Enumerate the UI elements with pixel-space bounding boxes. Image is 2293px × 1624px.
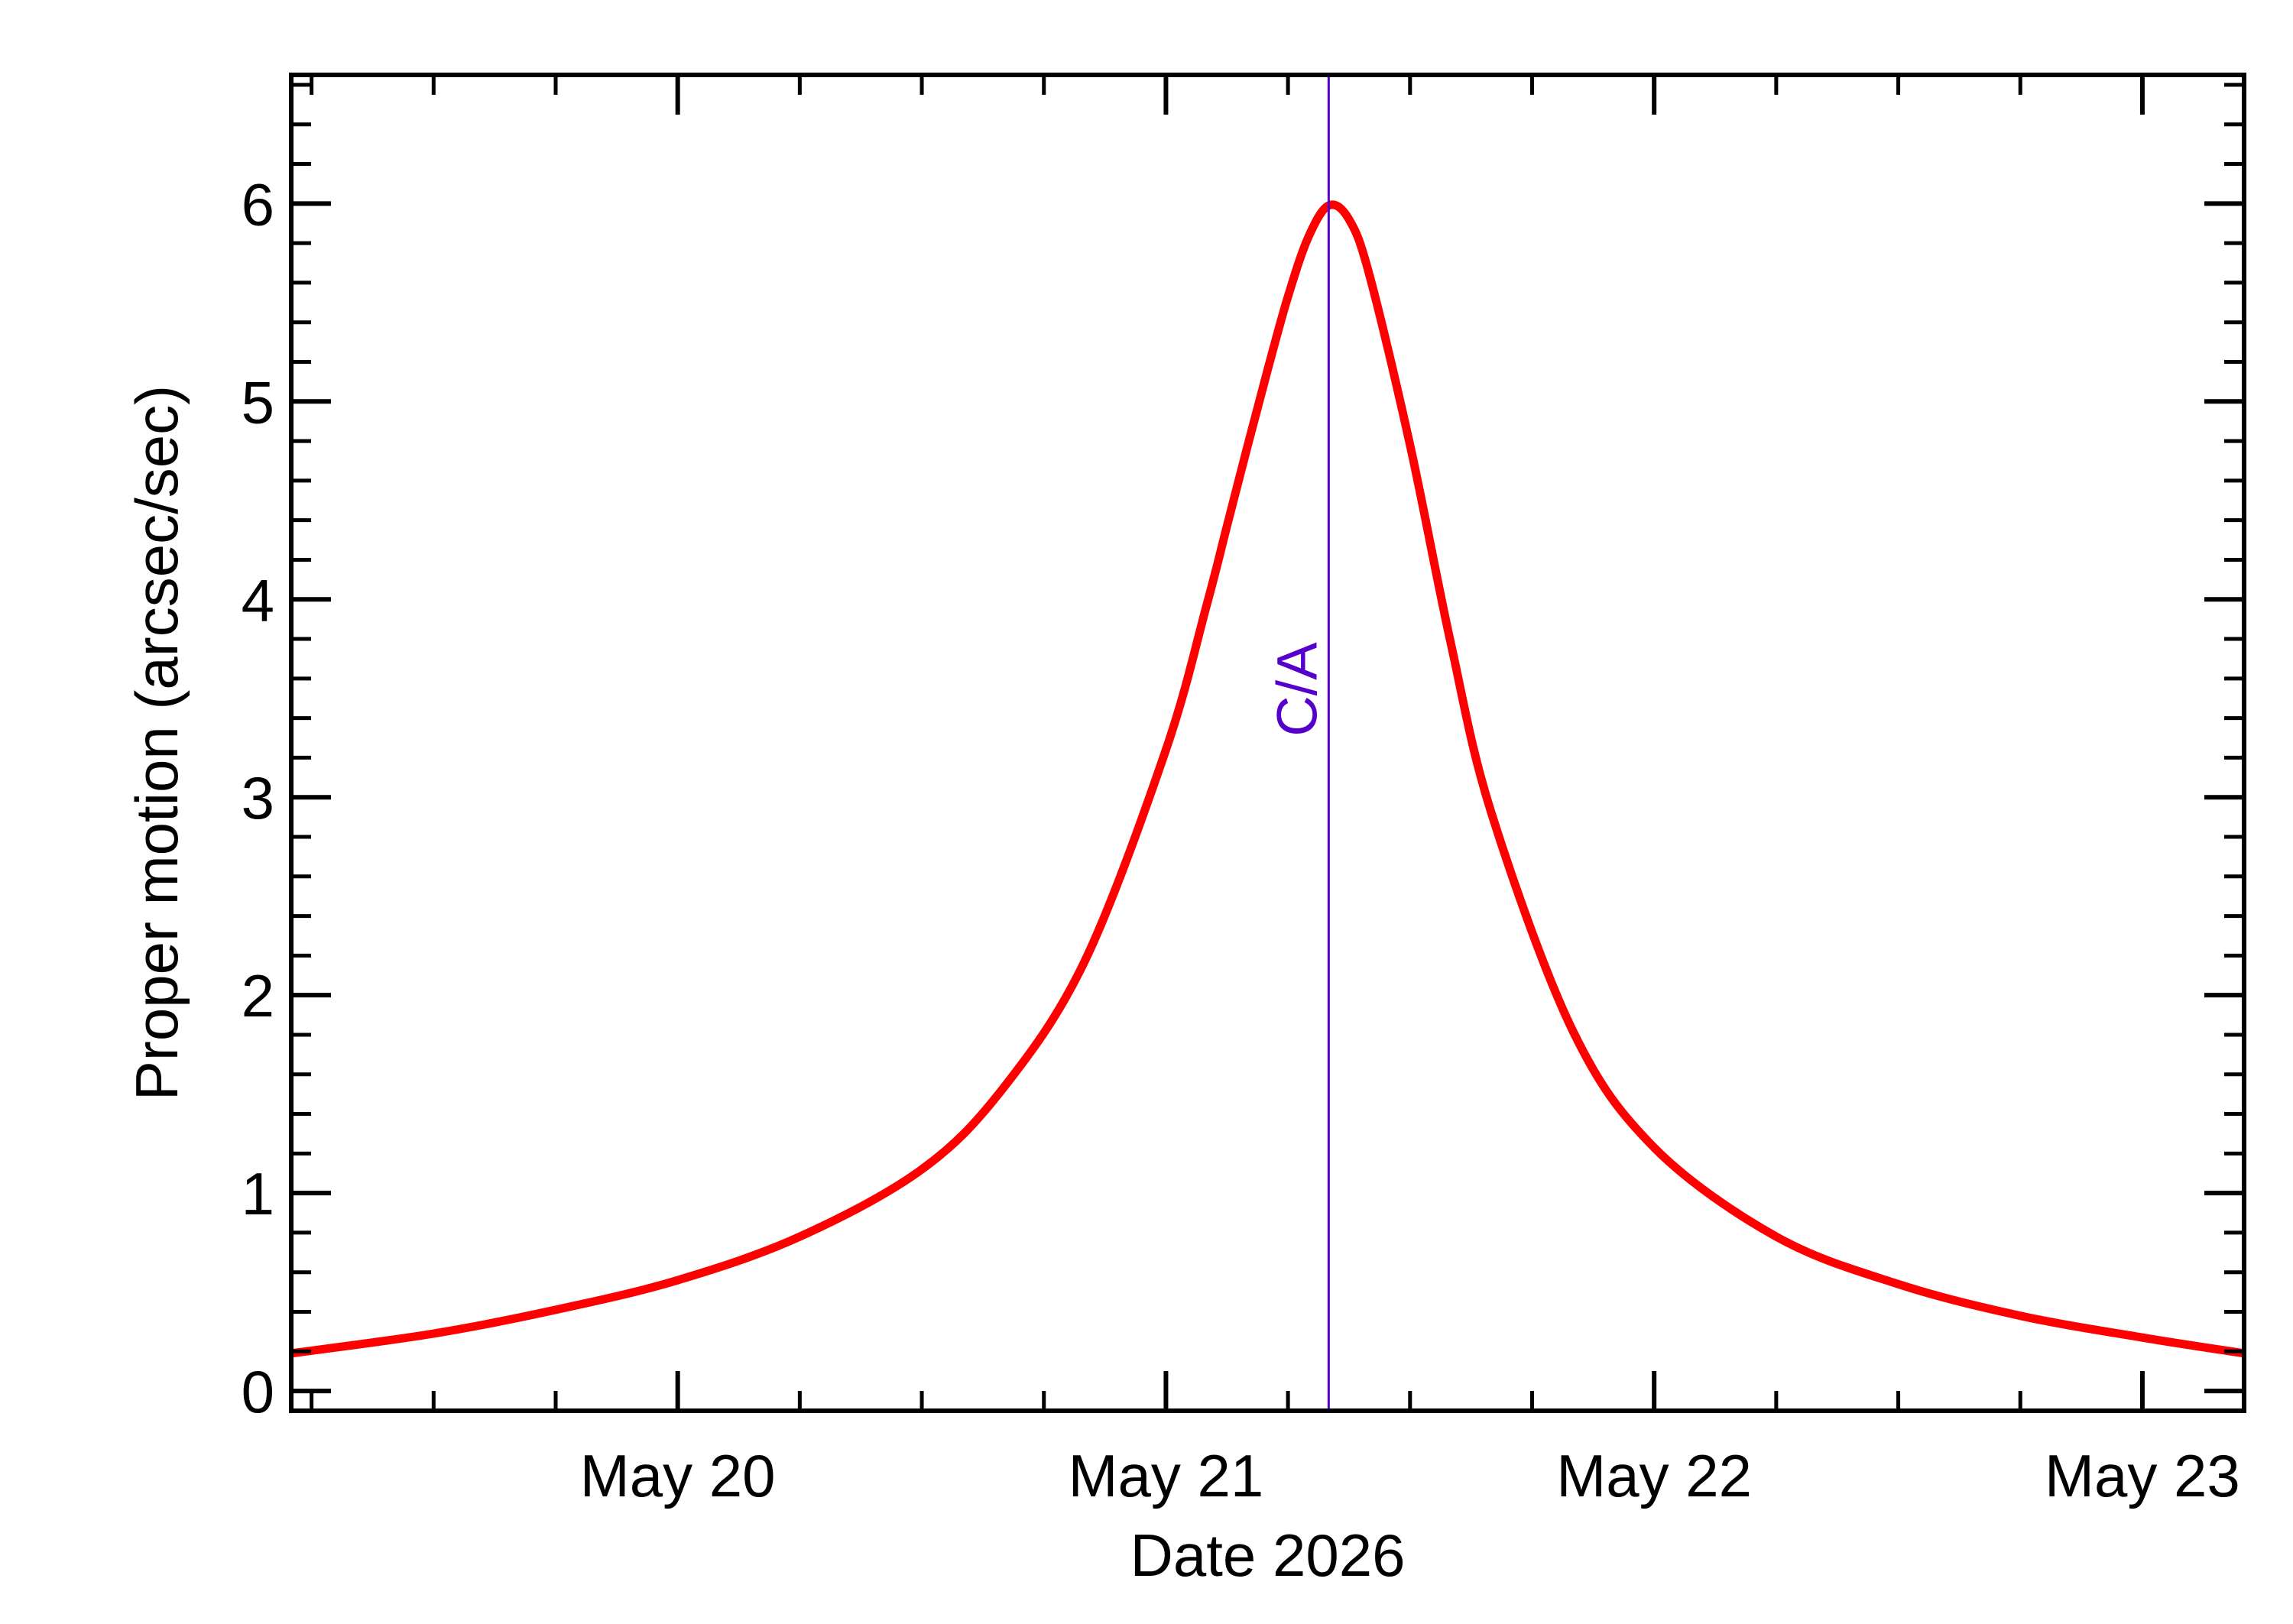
y-tick-label: 3 xyxy=(242,764,274,831)
y-tick-label: 4 xyxy=(242,566,274,634)
x-tick-label: May 20 xyxy=(580,1442,776,1509)
x-tick-label: May 21 xyxy=(1069,1442,1264,1509)
x-tick-label: May 23 xyxy=(2045,1442,2240,1509)
plot-frame xyxy=(289,73,2246,1413)
y-tick-label: 6 xyxy=(242,170,274,238)
y-tick-label: 2 xyxy=(242,962,274,1029)
plot-content: C/A xyxy=(290,75,2245,1411)
y-tick-label: 1 xyxy=(242,1160,274,1227)
y-axis-label: Proper motion (arcsec/sec) xyxy=(123,385,190,1100)
tick-labels: May 20 May 21 May 22 May 23 0 1 2 3 4 5 6 xyxy=(242,170,2240,1509)
y-tick-label: 5 xyxy=(242,368,274,436)
y-tick-label: 0 xyxy=(242,1358,274,1425)
x-axis-label: Date 2026 xyxy=(1130,1522,1406,1589)
proper-motion-line xyxy=(290,200,2245,1358)
x-tick-label: May 22 xyxy=(1556,1442,1752,1509)
axis-ticks xyxy=(291,75,2244,1411)
closest-approach-label: C/A xyxy=(1265,642,1328,737)
